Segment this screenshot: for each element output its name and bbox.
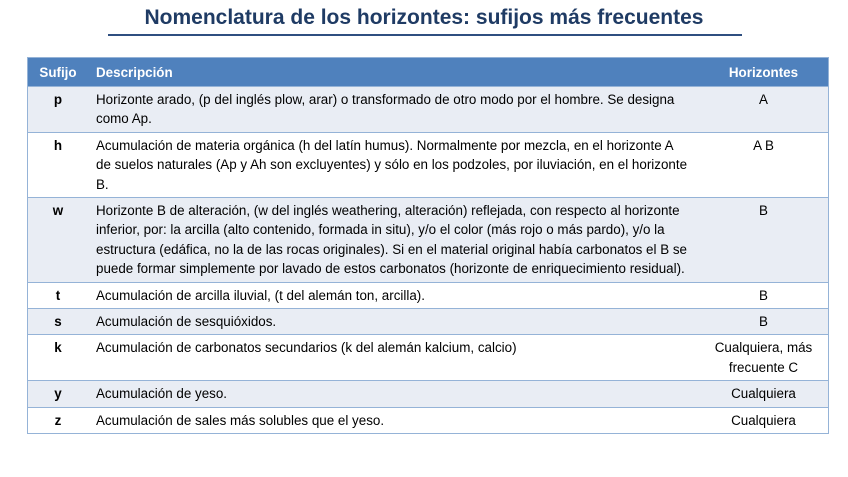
description-cell: Horizonte arado, (p del inglés plow, ara… [88,86,699,133]
description-cell: Acumulación de arcilla iluvial, (t del a… [88,281,699,309]
suffix-cell: z [27,406,88,434]
table-row: h Acumulación de materia orgánica (h del … [27,131,829,198]
horizons-cell: A B [699,131,829,198]
table-row: p Horizonte arado, (p del inglés plow, ar… [27,86,829,133]
horizons-cell: Cualquiera [699,406,829,434]
description-cell: Acumulación de sales más solubles que el… [88,406,699,434]
horizons-cell: B [699,281,829,309]
suffix-cell: h [27,131,88,198]
suffix-cell: w [27,197,88,283]
horizons-cell: B [699,197,829,283]
table-row: z Acumulación de sales más solubles que e… [27,406,829,434]
table-row: t Acumulación de arcilla iluvial, (t del … [27,281,829,309]
suffix-cell: t [27,281,88,309]
table-row: s Acumulación de sesquióxidos. B [27,308,829,335]
horizons-cell: B [699,308,829,335]
slide-title: Nomenclatura de los horizontes: sufijos … [144,6,704,29]
table-row: k Acumulación de carbonatos secundarios (… [27,334,829,381]
table-row: y Acumulación de yeso. Cualquiera [27,380,829,408]
description-cell: Horizonte B de alteración, (w del inglés… [88,197,699,283]
header-horizontes: Horizontes [699,57,829,87]
suffix-cell: k [27,334,88,381]
suffix-cell: y [27,380,88,408]
description-cell: Acumulación de carbonatos secundarios (k… [88,334,699,381]
header-descripcion: Descripción [88,57,699,87]
suffix-cell: s [27,308,88,335]
horizons-cell: A [699,86,829,133]
description-cell: Acumulación de sesquióxidos. [88,308,699,335]
horizons-cell: Cualquiera, más frecuente C [699,334,829,381]
suffix-cell: p [27,86,88,133]
table-row: w Horizonte B de alteración, (w del inglé… [27,197,829,283]
description-cell: Acumulación de materia orgánica (h del l… [88,131,699,198]
header-sufijo: Sufijo [27,57,88,87]
horizons-cell: Cualquiera [699,380,829,408]
table-header-row: Sufijo Descripción Horizontes [27,57,829,87]
description-cell: Acumulación de yeso. [88,380,699,408]
suffix-table: Sufijo Descripción Horizontes p Horizonte… [27,57,829,435]
title-underline [108,34,742,36]
